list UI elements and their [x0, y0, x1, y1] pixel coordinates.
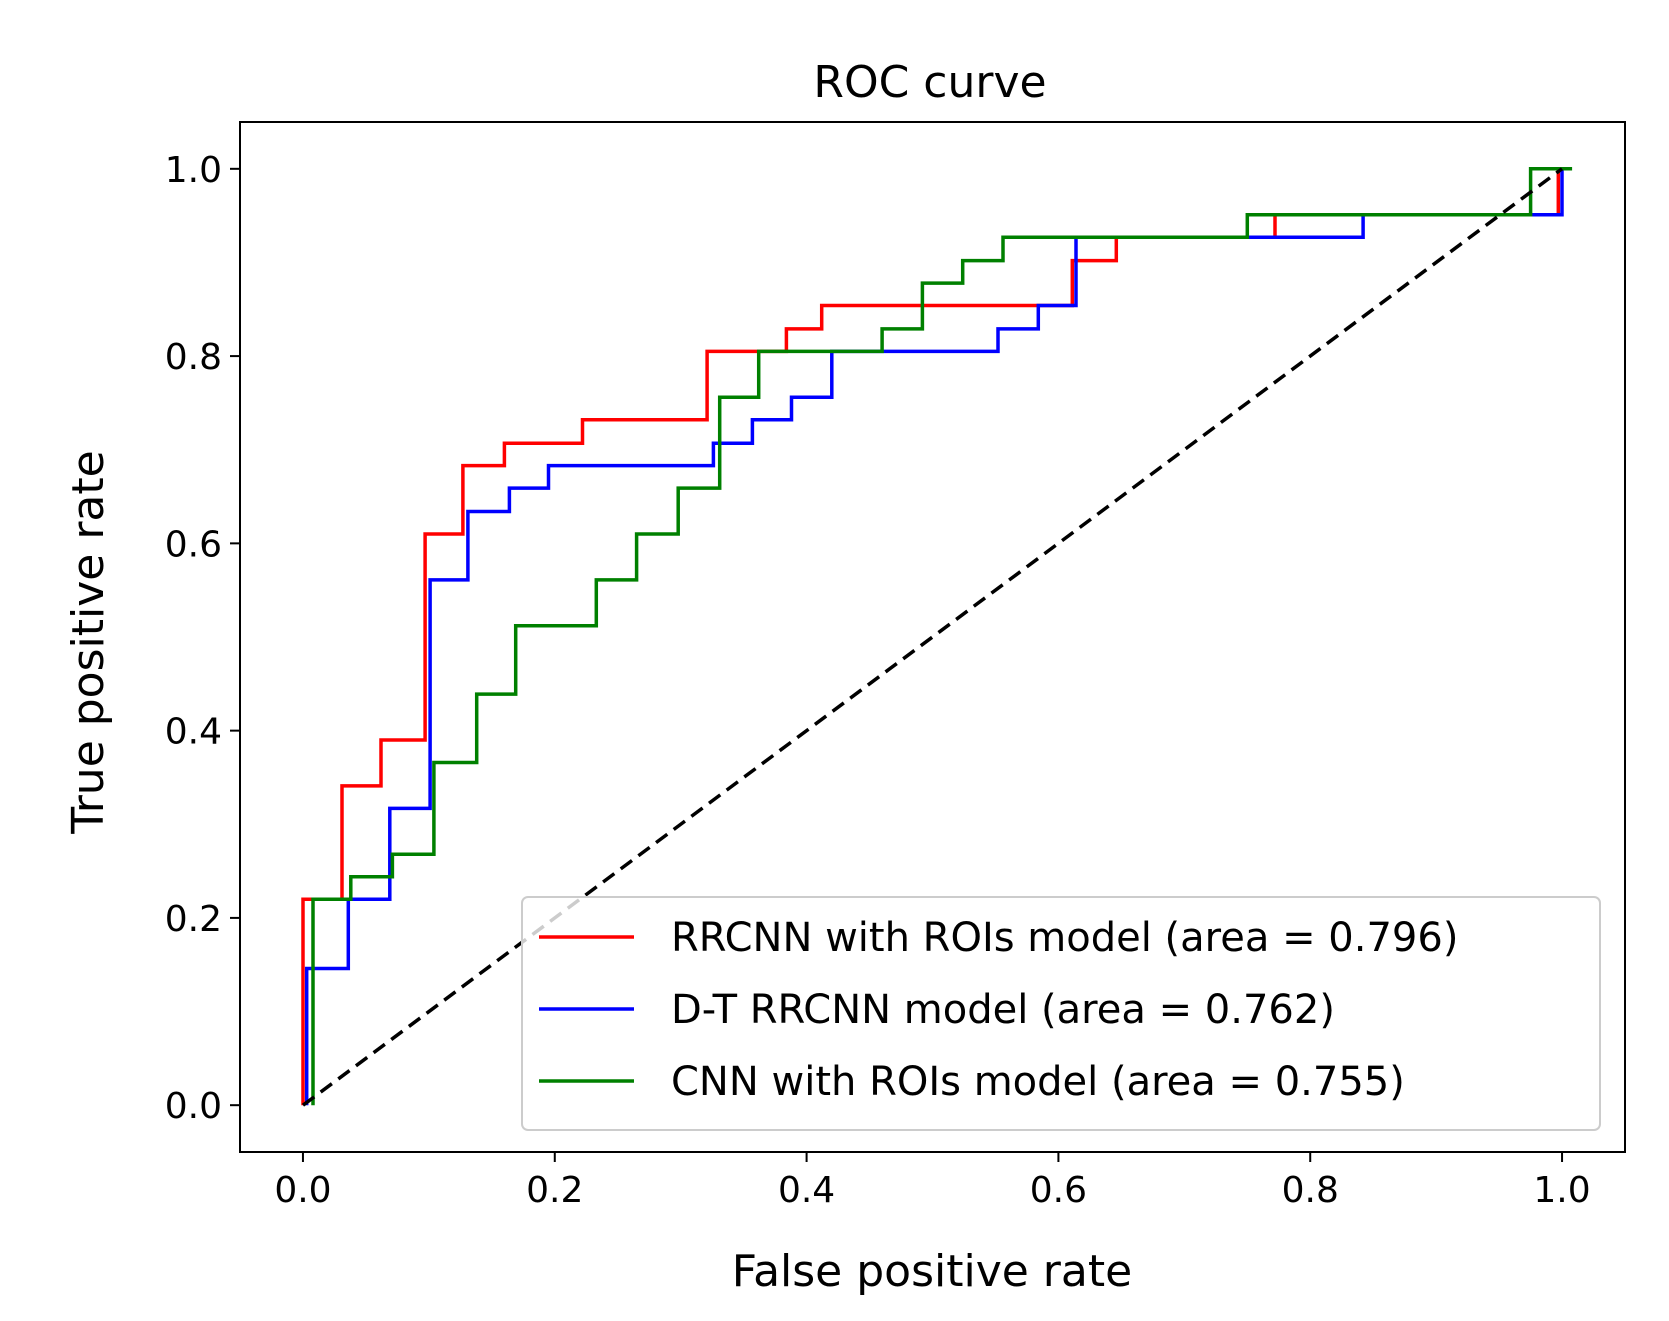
chart-title: ROC curve [813, 57, 1046, 108]
legend-label: RRCNN with ROIs model (area = 0.796) [671, 915, 1458, 961]
legend-label: CNN with ROIs model (area = 0.755) [671, 1059, 1405, 1105]
y-tick-label: 1.0 [165, 150, 222, 191]
x-tick-label: 0.8 [1282, 1170, 1339, 1211]
y-tick-label: 0.6 [165, 524, 222, 565]
x-tick-label: 1.0 [1533, 1170, 1590, 1211]
axis-ticks: 0.0 0.2 0.4 0.6 0.8 1.0 0.0 0.2 0.4 0.6 0.8 1.0 [165, 150, 1591, 1211]
plot-frame [239, 121, 1626, 1153]
y-tick-label: 0.2 [165, 899, 222, 940]
legend-box [521, 896, 1601, 1131]
x-tick-label: 0.4 [778, 1170, 835, 1211]
series-layer [301, 167, 1573, 1107]
roc-line-cnn-with-rois-model [311, 167, 1573, 1106]
y-tick-label: 0.8 [165, 337, 222, 378]
x-tick-label: 0.6 [1030, 1170, 1087, 1211]
x-axis-label: False positive rate [732, 1246, 1132, 1297]
legend-label: D-T RRCNN model (area = 0.762) [671, 987, 1335, 1033]
x-tick-label: 0.2 [526, 1170, 583, 1211]
legend: RRCNN with ROIs model (area = 0.796) D-T … [521, 896, 1601, 1131]
legend-items: RRCNN with ROIs model (area = 0.796) D-T … [539, 915, 1458, 1105]
y-axis-label: True positive rate [63, 450, 114, 834]
y-tick-label: 0.4 [165, 712, 222, 753]
y-tick-label: 0.0 [165, 1086, 222, 1127]
x-tick-label: 0.0 [274, 1170, 331, 1211]
roc-line-d-t-rrcnn-model [304, 168, 1564, 1106]
chance-diagonal-line [301, 167, 1564, 1107]
